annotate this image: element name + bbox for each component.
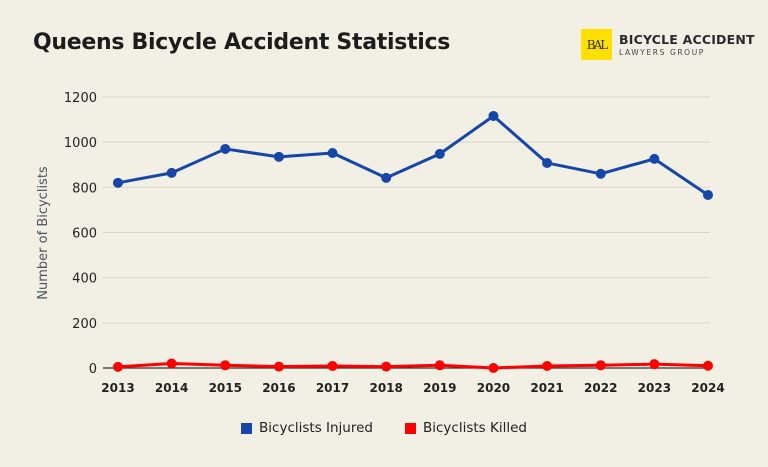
data-point <box>488 110 499 121</box>
data-point <box>542 360 553 371</box>
x-tick-label: 2017 <box>316 381 349 395</box>
x-tick-label: 2013 <box>101 381 134 395</box>
series-line-0 <box>117 114 709 197</box>
data-point <box>220 143 231 154</box>
legend-item-injured: Bicyclists Injured <box>241 420 373 436</box>
data-point <box>327 148 338 159</box>
y-tick-label: 800 <box>72 181 97 196</box>
data-point <box>595 168 606 179</box>
data-point <box>273 361 284 372</box>
y-tick-label: 400 <box>72 272 97 287</box>
y-axis-label: Number of Bicyclists <box>36 166 51 300</box>
data-point <box>434 148 445 159</box>
y-tick-label: 600 <box>72 227 97 242</box>
logo-line2: LAWYERS GROUP <box>619 48 705 57</box>
data-point <box>166 167 177 178</box>
logo-mark: BAL <box>581 29 612 60</box>
y-tick-label: 1200 <box>64 91 97 106</box>
data-point <box>595 360 606 371</box>
legend-label-injured: Bicyclists Injured <box>259 420 373 436</box>
legend-swatch-injured <box>241 422 253 434</box>
legend-item-killed: Bicyclists Killed <box>405 420 527 436</box>
logo-line1: BICYCLE ACCIDENT <box>619 32 755 47</box>
data-point <box>273 151 284 162</box>
data-point <box>434 360 445 371</box>
legend-label-killed: Bicyclists Killed <box>423 420 527 436</box>
series-line-1 <box>117 361 709 370</box>
y-tick-label: 200 <box>72 317 97 332</box>
x-tick-label: 2019 <box>423 381 456 395</box>
data-point <box>488 363 499 373</box>
page-title: Queens Bicycle Accident Statistics <box>33 30 450 55</box>
data-point <box>113 361 123 372</box>
data-point <box>327 360 338 371</box>
x-tick-label: 2016 <box>262 381 295 395</box>
x-tick-label: 2023 <box>638 381 671 395</box>
data-point <box>220 360 231 371</box>
x-tick-label: 2020 <box>477 381 510 395</box>
x-tick-label: 2014 <box>155 381 188 395</box>
data-point <box>166 358 177 369</box>
data-point <box>703 190 713 201</box>
x-tick-label: 2021 <box>530 381 563 395</box>
x-tick-label: 2022 <box>584 381 617 395</box>
data-point <box>703 360 713 371</box>
x-tick-label: 2015 <box>209 381 242 395</box>
x-tick-label: 2024 <box>691 381 724 395</box>
x-tick-label: 2018 <box>369 381 402 395</box>
data-point <box>381 361 392 372</box>
legend: Bicyclists Injured Bicyclists Killed <box>0 420 768 436</box>
y-tick-label: 0 <box>89 362 97 377</box>
data-point <box>542 157 553 168</box>
legend-swatch-killed <box>405 422 416 434</box>
y-tick-label: 1000 <box>64 136 97 151</box>
data-point <box>113 177 123 188</box>
logo: BAL BICYCLE ACCIDENT LAWYERS GROUP <box>581 29 755 60</box>
data-point <box>381 172 392 183</box>
data-point <box>649 359 660 370</box>
data-point <box>649 153 660 164</box>
